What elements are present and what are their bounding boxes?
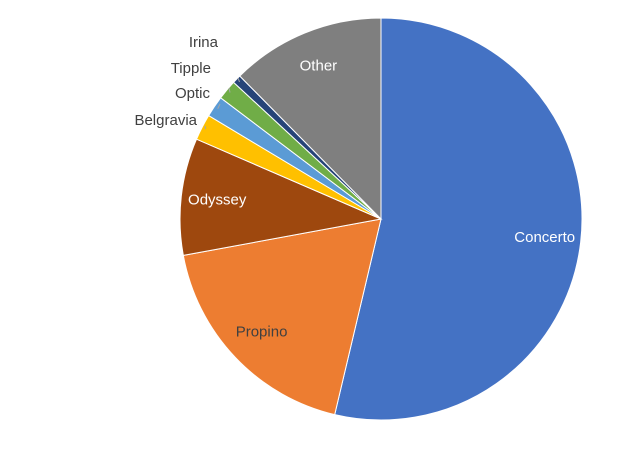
pie-slice [179, 138, 383, 257]
slice-label: Tipple [171, 60, 211, 77]
slice-label: Other [300, 57, 338, 74]
slice-label: Odyssey [188, 191, 247, 208]
slice-label: Optic [175, 85, 211, 102]
leader-line [237, 77, 240, 83]
pie-slice [182, 218, 382, 416]
leader-line [204, 125, 207, 130]
leader-line [217, 103, 221, 109]
leader-line [228, 87, 231, 93]
slice-label: Propino [236, 324, 288, 341]
pie-slice [239, 17, 382, 221]
pie-slice [334, 17, 583, 421]
slice-label: Concerto [514, 229, 575, 246]
slice-label: Irina [189, 34, 219, 51]
slice-label: Belgravia [134, 112, 197, 129]
